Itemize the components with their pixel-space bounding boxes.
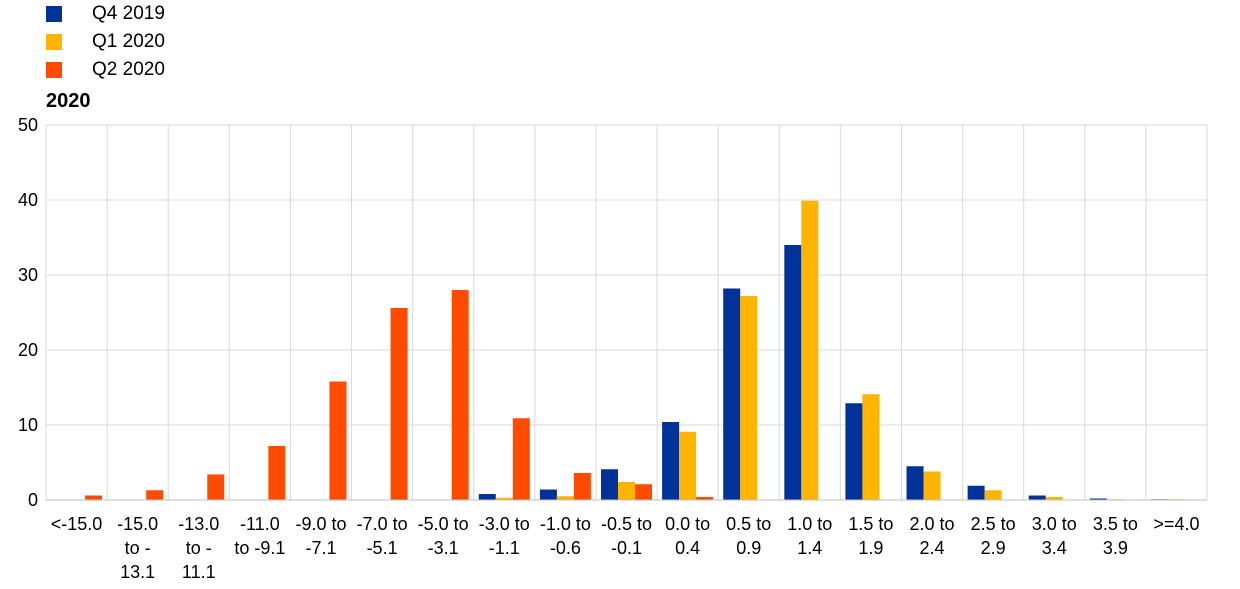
x-tick-label: 1.0 to: [787, 514, 832, 534]
chart-subtitle: 2020: [46, 90, 91, 112]
bar: [696, 497, 714, 500]
bar: [967, 485, 985, 500]
y-tick-label: 30: [18, 265, 38, 285]
bar: [1045, 497, 1063, 500]
bar: [1089, 498, 1107, 500]
x-tick-label: >=4.0: [1153, 514, 1199, 534]
x-tick-label: 3.5 to: [1093, 514, 1138, 534]
x-tick-label: 1.9: [858, 538, 883, 558]
bar: [268, 446, 286, 500]
x-tick-label: -0.6: [550, 538, 581, 558]
bar: [679, 431, 697, 500]
legend-label-q1-2020: Q1 2020: [92, 31, 165, 52]
legend-item-q4-2019: Q4 2019: [46, 0, 165, 28]
bar: [85, 495, 103, 500]
x-tick-label: -7.0 to: [357, 514, 408, 534]
x-tick-label: 0.5 to: [726, 514, 771, 534]
x-tick-label: 2.4: [920, 538, 945, 558]
bar: [723, 288, 741, 500]
legend-label-q4-2019: Q4 2019: [92, 3, 165, 24]
x-tick-label: 1.4: [797, 538, 822, 558]
x-tick-label: 0.0 to: [665, 514, 710, 534]
x-tick-label: -5.0 to: [418, 514, 469, 534]
x-tick-label: -1.0 to: [540, 514, 591, 534]
bar: [635, 484, 652, 500]
x-tick-label: 3.9: [1103, 538, 1128, 558]
bar: [984, 490, 1002, 500]
legend-swatch-q4-2019: [46, 6, 62, 22]
bar: [451, 290, 469, 500]
bar: [662, 422, 680, 500]
bar: [740, 296, 758, 500]
legend-swatch-q1-2020: [46, 34, 62, 50]
x-tick-label: 0.4: [675, 538, 700, 558]
y-tick-label: 0: [28, 490, 38, 510]
bar: [801, 200, 819, 500]
x-tick-label: 11.1: [182, 562, 216, 582]
x-tick-label: 2.0 to: [910, 514, 955, 534]
x-tick-label: to -9.1: [234, 538, 285, 558]
x-tick-label: to -: [186, 538, 212, 558]
bar: [845, 403, 863, 500]
x-tick-label: -15.0: [117, 514, 158, 534]
bar: [618, 482, 635, 500]
x-tick-label: 0.9: [736, 538, 761, 558]
x-tick-label: 13.1: [120, 562, 155, 582]
bar: [556, 496, 574, 500]
x-tick-label: -3.0 to: [479, 514, 530, 534]
x-tick-label: -5.1: [367, 538, 398, 558]
bar: [146, 490, 164, 500]
y-tick-label: 20: [18, 340, 38, 360]
x-tick-label: 3.4: [1042, 538, 1067, 558]
x-tick-label: to -: [125, 538, 151, 558]
legend: Q4 2019 Q1 2020 Q2 2020: [46, 0, 165, 84]
legend-label-q2-2020: Q2 2020: [92, 59, 165, 80]
x-tick-label: 2.5 to: [971, 514, 1016, 534]
x-tick-label: -0.5 to: [601, 514, 652, 534]
bar: [539, 489, 557, 500]
x-tick-label: -0.1: [611, 538, 642, 558]
bar: [784, 245, 802, 500]
y-tick-label: 10: [18, 415, 38, 435]
legend-item-q1-2020: Q1 2020: [46, 28, 165, 56]
x-tick-label: -1.1: [489, 538, 520, 558]
bar: [923, 471, 941, 500]
legend-swatch-q2-2020: [46, 62, 62, 78]
bar: [601, 469, 618, 500]
x-tick-label: -9.0 to: [295, 514, 346, 534]
bar: [862, 394, 880, 500]
x-tick-label: -3.1: [428, 538, 459, 558]
x-tick-label: <-15.0: [51, 514, 103, 534]
bar: [329, 381, 347, 500]
legend-item-q2-2020: Q2 2020: [46, 56, 165, 84]
x-tick-label: 3.0 to: [1032, 514, 1077, 534]
x-tick-label: 2.9: [981, 538, 1006, 558]
x-tick-label: -7.1: [305, 538, 336, 558]
bar: [573, 473, 591, 500]
x-tick-label: -13.0: [178, 514, 219, 534]
bar: [1028, 495, 1046, 500]
bar: [478, 494, 496, 500]
bar: [495, 497, 513, 500]
x-tick-label: -11.0: [240, 514, 280, 534]
bar: [512, 418, 530, 500]
x-tick-label: 1.5 to: [848, 514, 893, 534]
bar: [906, 466, 924, 500]
y-tick-label: 40: [18, 190, 38, 210]
y-tick-label: 50: [18, 115, 38, 135]
bar: [207, 474, 225, 500]
bar: [390, 308, 408, 500]
